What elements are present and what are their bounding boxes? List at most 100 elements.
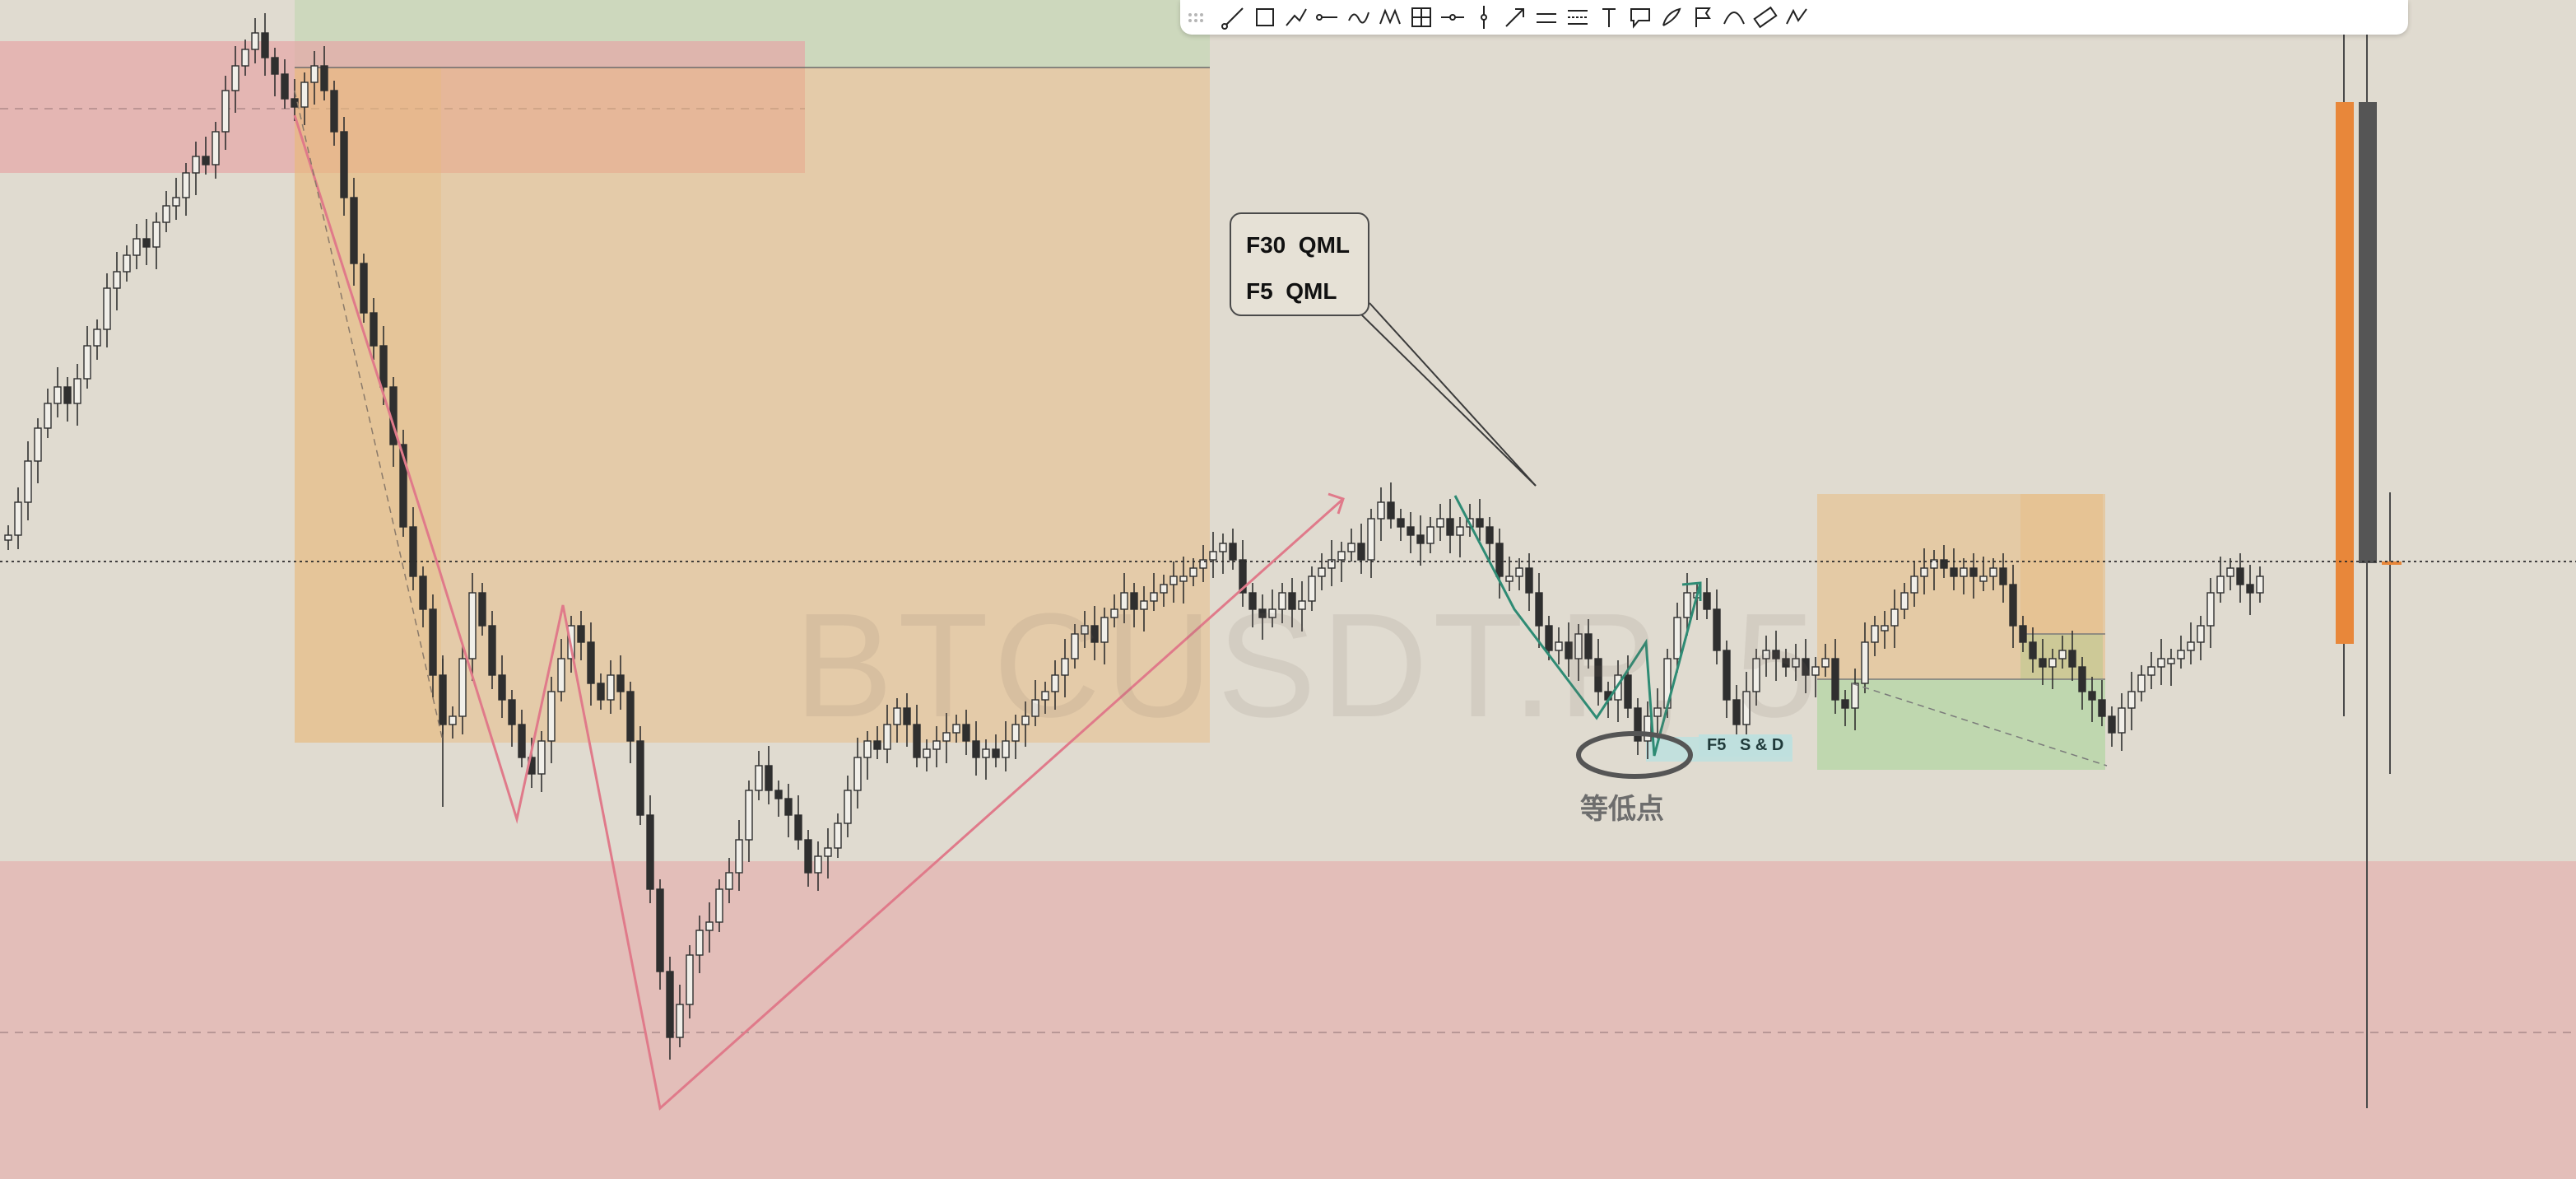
curve-icon[interactable] (1718, 2, 1750, 33)
sd-zone-label: F5 S & D (1699, 734, 1793, 757)
candle-body (774, 790, 783, 799)
candle-body (350, 197, 358, 264)
ruler-icon[interactable] (1750, 2, 1781, 33)
candle-body (1337, 551, 1346, 561)
candle-body (972, 740, 980, 758)
annotation-line-1: F30 QML (1246, 232, 1351, 258)
candle-body (409, 526, 417, 577)
candle-body (202, 156, 210, 165)
pattern-icon[interactable] (1374, 2, 1406, 33)
candle-body (784, 798, 793, 816)
candle-body (1545, 625, 1553, 651)
candle-body (1308, 576, 1316, 602)
candle-body (103, 287, 111, 330)
candle-body (942, 732, 951, 742)
fib-retracement-icon[interactable] (1562, 2, 1593, 33)
candle-body (853, 757, 862, 791)
candle-body (982, 748, 990, 758)
orange-order-block-inner (295, 68, 441, 743)
candle-body (34, 427, 42, 462)
candle-body (1861, 641, 1869, 684)
candle-body (419, 576, 427, 610)
candle-body (597, 683, 605, 701)
candle-body (695, 930, 704, 956)
candle-body (1871, 625, 1879, 643)
candle-body (488, 625, 496, 676)
upper-supply-zone (0, 41, 805, 173)
candle-body (1219, 543, 1227, 552)
candle-body (1594, 658, 1602, 692)
rectangle-icon[interactable] (1249, 2, 1281, 33)
horizontal-ray-icon[interactable] (1312, 2, 1343, 33)
candle-body (1653, 707, 1662, 717)
trend-line-icon[interactable] (1218, 2, 1249, 33)
horizontal-line-icon[interactable] (1437, 2, 1468, 33)
candle-body (735, 839, 743, 874)
candle-body (1900, 592, 1909, 610)
candle-body (1584, 633, 1593, 659)
candle-body (468, 592, 477, 659)
wave-icon[interactable] (1343, 2, 1374, 33)
callout-icon[interactable] (1625, 2, 1656, 33)
candle-body (1969, 567, 1978, 577)
candle-body (1989, 567, 1997, 577)
candle-body (1535, 592, 1543, 627)
teal-zigzag (1453, 495, 1702, 757)
candle-body (152, 221, 160, 248)
brush-icon[interactable] (1656, 2, 1687, 33)
annotation-leader (1369, 302, 1537, 487)
annotation-line-2: F5 QML (1246, 278, 1337, 304)
equal-low-label: 等低点 (1580, 793, 1664, 826)
annotation-leader (1359, 312, 1537, 487)
candle-body (1377, 501, 1385, 520)
candle-body (1634, 707, 1642, 742)
candle-body (1357, 543, 1365, 561)
text-icon[interactable] (1593, 2, 1625, 33)
candle-body (715, 888, 723, 923)
candle-body (1140, 600, 1148, 610)
qml-annotation[interactable]: F30 QML F5 QML (1230, 212, 1369, 316)
candle-body (1930, 559, 1938, 569)
candle-body (449, 715, 457, 725)
candle-body (73, 378, 81, 404)
candle-body (1851, 683, 1859, 709)
candle-body (2216, 576, 2225, 594)
vertical-line-icon[interactable] (1468, 2, 1500, 33)
candle-body (814, 855, 822, 874)
candle-body (666, 971, 674, 1038)
candle-body (2019, 625, 2027, 643)
candle-body (251, 32, 259, 50)
candle-body (310, 65, 319, 83)
path-icon[interactable] (1281, 2, 1312, 33)
flag-icon[interactable] (1687, 2, 1718, 33)
toolbar-grip-icon[interactable] (1188, 7, 1207, 27)
parallel-channel-icon[interactable] (1531, 2, 1562, 33)
candle-body (1614, 674, 1622, 701)
arrow-icon[interactable] (1500, 2, 1531, 33)
candle-body (804, 839, 812, 874)
candle-body (2157, 658, 2165, 668)
drawing-toolbar[interactable] (1180, 0, 2408, 35)
watermark: BTCUSDT.P, 5 (794, 583, 1823, 748)
candle-body (53, 386, 62, 404)
candle-body (1160, 584, 1168, 594)
candle-body (518, 724, 526, 758)
candle-body (2029, 641, 2037, 659)
candle-body (2127, 691, 2136, 709)
candle-body (883, 724, 891, 750)
candle-body (429, 608, 437, 676)
xabcd-icon[interactable] (1781, 2, 1812, 33)
candle-body (1436, 518, 1444, 528)
grid-icon[interactable] (1406, 2, 1437, 33)
candle-body (379, 345, 388, 388)
candle-body (1950, 567, 1958, 577)
candle-body (794, 814, 802, 841)
candle-body (765, 765, 773, 791)
equal-low-ellipse (1576, 731, 1693, 779)
candle-body (1051, 674, 1059, 692)
candle-body (992, 748, 1000, 758)
candle-body (1298, 600, 1306, 610)
candle-body (1150, 592, 1158, 602)
candle-body (1130, 592, 1138, 610)
